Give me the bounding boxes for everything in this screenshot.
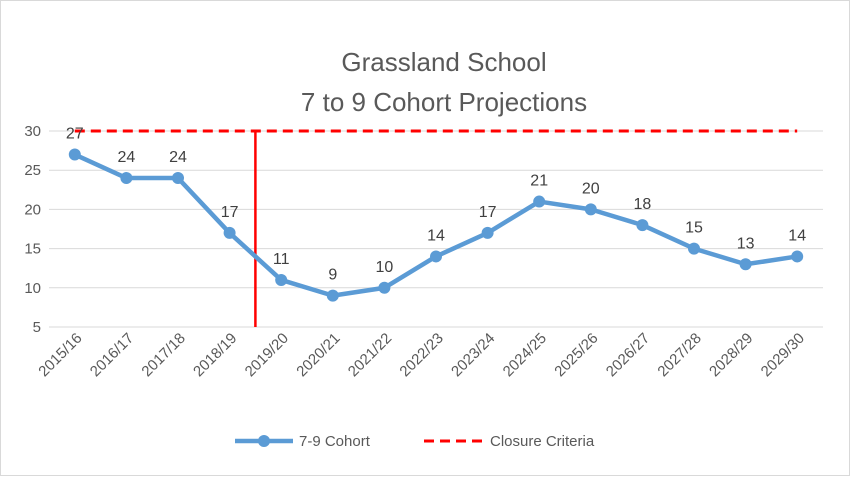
data-point <box>481 226 494 239</box>
x-tick-label: 2027/28 <box>654 330 704 380</box>
x-tick-label: 2022/23 <box>396 330 446 380</box>
data-point <box>636 219 649 232</box>
data-point <box>739 258 752 271</box>
data-label: 24 <box>118 149 136 166</box>
y-tick-label: 5 <box>33 319 41 336</box>
y-tick-label: 30 <box>24 123 41 140</box>
chart-title: Grassland School 7 to 9 Cohort Projectio… <box>301 47 587 117</box>
x-tick-label: 2019/20 <box>242 330 292 380</box>
y-tick-label: 20 <box>24 201 41 218</box>
data-point <box>533 195 546 208</box>
data-point <box>172 172 184 185</box>
data-point <box>430 250 442 263</box>
data-label: 21 <box>530 173 548 190</box>
data-label: 13 <box>737 235 755 252</box>
data-point <box>223 226 236 239</box>
data-label: 10 <box>376 259 394 276</box>
data-label: 9 <box>328 267 337 284</box>
x-tick-label: 2015/16 <box>35 330 85 380</box>
y-tick-label: 15 <box>24 241 41 258</box>
x-tick-label: 2018/19 <box>190 330 240 380</box>
data-label: 17 <box>479 204 497 221</box>
data-point <box>791 250 804 263</box>
data-label: 11 <box>273 251 290 268</box>
data-point <box>68 148 81 161</box>
x-tick-label: 2024/25 <box>500 330 550 380</box>
chart-title-line-1: Grassland School <box>341 47 546 77</box>
data-point <box>688 242 700 255</box>
x-tick-label: 2023/24 <box>448 330 498 380</box>
legend-marker-7-9-cohort <box>258 435 270 447</box>
legend-label-7-9-cohort: 7-9 Cohort <box>299 433 371 450</box>
legend: 7-9 Cohort Closure Criteria <box>235 433 595 450</box>
data-point <box>584 203 597 216</box>
data-label: 18 <box>634 196 652 213</box>
series-lines <box>68 129 804 302</box>
x-axis-tick-labels: 2015/16 2016/17 2017/18 2018/19 2019/20 2020/… <box>35 330 808 380</box>
data-point <box>275 273 288 286</box>
data-labels: 27 24 24 17 11 9 10 14 17 21 20 18 15 13 14 <box>66 126 806 284</box>
y-tick-label: 10 <box>24 280 41 297</box>
chart-title-line-2: 7 to 9 Cohort Projections <box>301 87 587 117</box>
data-label: 15 <box>685 220 703 237</box>
x-tick-label: 2025/26 <box>551 330 601 380</box>
x-tick-label: 2020/21 <box>293 330 343 380</box>
data-label: 24 <box>169 149 187 166</box>
x-tick-label: 2021/22 <box>345 330 395 380</box>
y-tick-label: 25 <box>24 162 41 179</box>
data-label: 14 <box>788 227 806 244</box>
data-point <box>120 172 133 185</box>
data-label: 17 <box>221 204 239 221</box>
y-axis-tick-labels: 5 10 15 20 25 30 <box>24 123 41 336</box>
data-label: 14 <box>427 227 445 244</box>
data-label: 27 <box>66 126 84 143</box>
x-tick-label: 2016/17 <box>87 330 137 380</box>
data-point <box>326 289 339 302</box>
legend-label-closure-criteria: Closure Criteria <box>490 433 595 450</box>
x-tick-label: 2026/27 <box>603 330 653 380</box>
x-tick-label: 2028/29 <box>706 330 756 380</box>
data-label: 20 <box>582 180 600 197</box>
data-point <box>378 281 391 294</box>
x-tick-label: 2017/18 <box>138 330 188 380</box>
x-tick-label: 2029/30 <box>758 330 808 380</box>
